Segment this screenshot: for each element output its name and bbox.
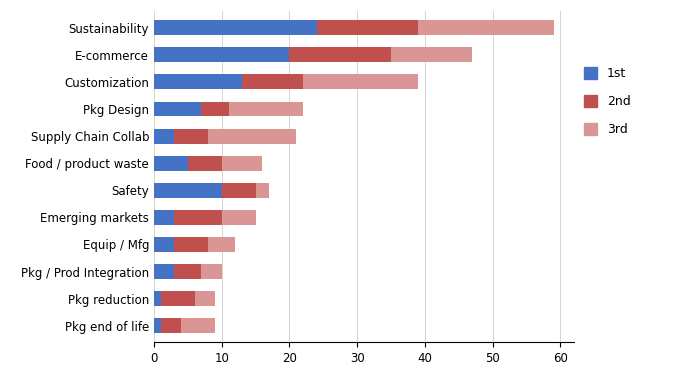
Bar bbox=[303, 74, 418, 89]
Bar bbox=[181, 318, 215, 333]
Bar bbox=[242, 74, 303, 89]
Bar bbox=[418, 20, 554, 35]
Bar bbox=[195, 291, 215, 306]
Bar bbox=[154, 237, 174, 252]
Bar bbox=[202, 101, 228, 116]
Bar bbox=[208, 128, 296, 144]
Bar bbox=[174, 128, 208, 144]
Bar bbox=[174, 237, 208, 252]
Bar bbox=[174, 264, 202, 279]
Bar bbox=[256, 183, 270, 198]
Bar bbox=[154, 318, 161, 333]
Bar bbox=[154, 74, 242, 89]
Bar bbox=[154, 101, 202, 116]
Bar bbox=[228, 101, 303, 116]
Bar bbox=[222, 156, 262, 171]
Bar bbox=[154, 264, 174, 279]
Bar bbox=[188, 156, 222, 171]
Bar bbox=[154, 156, 188, 171]
Bar bbox=[174, 210, 222, 225]
Bar bbox=[154, 291, 161, 306]
Bar bbox=[391, 47, 472, 62]
Bar bbox=[154, 47, 290, 62]
Legend: 1st, 2nd, 3rd: 1st, 2nd, 3rd bbox=[584, 67, 631, 136]
Bar bbox=[202, 264, 222, 279]
Bar bbox=[222, 210, 256, 225]
Bar bbox=[316, 20, 418, 35]
Bar bbox=[154, 183, 222, 198]
Bar bbox=[154, 20, 316, 35]
Bar bbox=[154, 210, 174, 225]
Bar bbox=[290, 47, 391, 62]
Bar bbox=[208, 237, 235, 252]
Bar bbox=[161, 318, 181, 333]
Bar bbox=[161, 291, 195, 306]
Bar bbox=[222, 183, 256, 198]
Bar bbox=[154, 128, 174, 144]
